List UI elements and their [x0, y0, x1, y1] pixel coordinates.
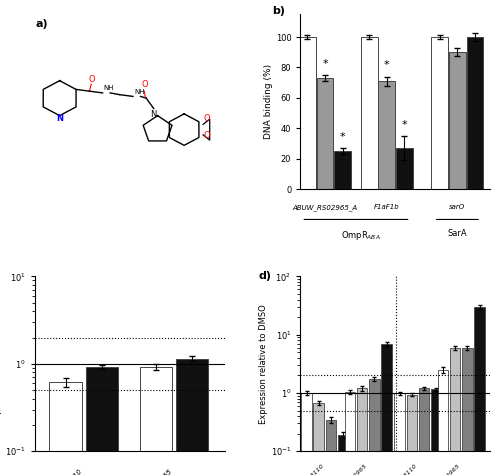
Bar	[466, 37, 483, 189]
Text: ABUW_RS13110: ABUW_RS13110	[378, 463, 418, 475]
Text: b): b)	[272, 6, 285, 16]
Bar	[378, 81, 395, 189]
Text: sarO: sarO	[449, 204, 466, 210]
Bar	[299, 37, 316, 189]
Text: O: O	[204, 132, 210, 140]
Bar	[316, 78, 334, 189]
Text: a): a)	[35, 19, 48, 29]
Text: F1aF1b: F1aF1b	[374, 204, 400, 210]
Bar	[438, 370, 448, 475]
Bar	[314, 403, 324, 475]
Text: ABUW_RS02965: ABUW_RS02965	[422, 463, 462, 475]
Text: NH: NH	[104, 85, 114, 91]
Bar	[462, 348, 472, 475]
Bar	[86, 367, 118, 475]
Bar	[140, 367, 172, 475]
Y-axis label: Expression relative to DMSO: Expression relative to DMSO	[259, 304, 268, 424]
Bar	[394, 393, 405, 475]
Bar	[369, 379, 380, 475]
Bar	[334, 151, 351, 189]
Text: *: *	[340, 132, 345, 142]
Text: NH: NH	[134, 89, 144, 95]
Bar	[50, 382, 82, 475]
Text: *: *	[384, 60, 390, 70]
Bar	[396, 148, 413, 189]
Text: SarA: SarA	[448, 228, 467, 238]
Bar	[449, 52, 466, 189]
Text: d): d)	[258, 271, 272, 281]
Bar	[431, 390, 442, 475]
Text: ABUW_RS13110: ABUW_RS13110	[39, 467, 84, 475]
Text: OmpR$_{ABA}$: OmpR$_{ABA}$	[340, 228, 380, 242]
Bar	[345, 392, 355, 475]
Text: O: O	[141, 80, 148, 89]
Bar	[357, 389, 368, 475]
Y-axis label: Expression relative to DMSO: Expression relative to DMSO	[0, 304, 2, 424]
Bar	[176, 359, 208, 475]
Bar	[302, 393, 312, 475]
Bar	[361, 37, 378, 189]
Text: ABUW_RS02965: ABUW_RS02965	[129, 467, 174, 475]
Bar	[474, 307, 485, 475]
Text: ABUW_RS02965: ABUW_RS02965	[328, 463, 368, 475]
Bar	[450, 348, 460, 475]
Bar	[432, 37, 448, 189]
Bar	[338, 435, 348, 475]
Bar	[382, 344, 392, 475]
Text: ABUW_RS13110: ABUW_RS13110	[285, 463, 325, 475]
Text: N: N	[56, 114, 63, 123]
Text: *: *	[402, 120, 407, 130]
Y-axis label: DNA binding (%): DNA binding (%)	[264, 64, 273, 139]
Bar	[326, 419, 336, 475]
Bar	[418, 389, 429, 475]
Text: ABUW_RS02965_A: ABUW_RS02965_A	[292, 204, 358, 211]
Text: O: O	[89, 75, 96, 84]
Text: O: O	[204, 114, 210, 123]
Bar	[406, 395, 417, 475]
Text: *: *	[322, 59, 328, 69]
Text: N: N	[150, 110, 157, 119]
